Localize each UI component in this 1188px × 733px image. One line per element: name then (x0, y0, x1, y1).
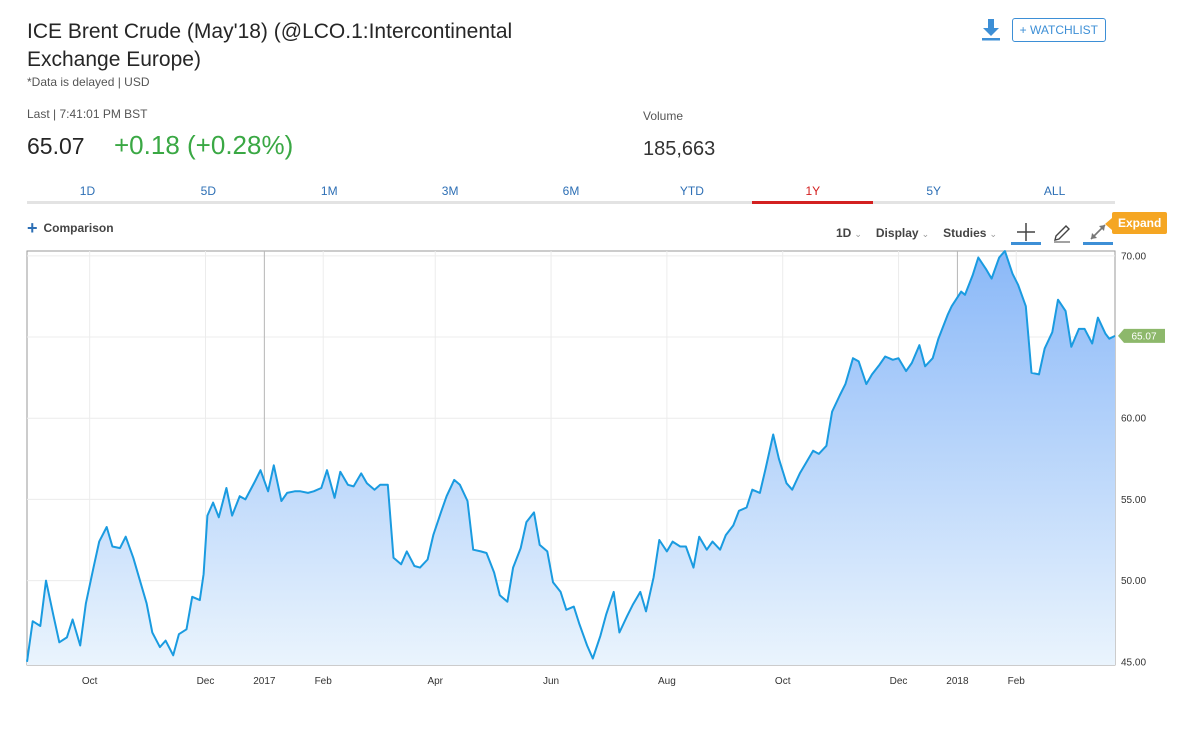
expand-button[interactable]: Expand (1104, 212, 1168, 234)
volume-label: Volume (643, 109, 684, 123)
volume-value: 185,663 (643, 138, 716, 160)
last-price-badge (1118, 328, 1165, 343)
x-tick-label: Jun (543, 676, 559, 687)
last-price: 65.07 (27, 133, 85, 159)
y-tick-label: 70.00 (1121, 251, 1146, 262)
price-line (26, 250, 1116, 662)
x-tick-label: Apr (427, 676, 443, 687)
add-to-watchlist-button[interactable]: + WATCHLIST (1011, 18, 1106, 42)
x-tick-label: Oct (775, 676, 791, 687)
top-actions: + WATCHLIST (980, 17, 1106, 43)
comparison-button[interactable]: + Comparison (27, 218, 114, 238)
expand-arrows-icon (1090, 223, 1106, 240)
page-title: ICE Brent Crude (May'18) (@LCO.1:Interco… (27, 20, 513, 71)
x-tick-label: Dec (197, 676, 215, 687)
range-tab-3m[interactable]: 3M (441, 184, 459, 198)
x-tick-label: 2018 (946, 676, 969, 687)
range-tab-1m[interactable]: 1M (320, 184, 338, 198)
last-price-badge-label: 65.07 (1131, 331, 1156, 342)
y-tick-label: 60.00 (1121, 414, 1146, 425)
download-icon[interactable] (980, 17, 1002, 43)
x-tick-label: Dec (890, 676, 908, 687)
y-tick-label: 45.00 (1121, 657, 1146, 668)
interval-label: 1D (836, 226, 852, 240)
chevron-down-icon: ⌄ (921, 229, 930, 239)
display-label: Display (875, 226, 919, 240)
interval-dropdown[interactable]: 1D ⌄ (836, 226, 862, 240)
studies-dropdown[interactable]: Studies ⌄ (943, 226, 997, 240)
studies-label: Studies (943, 226, 987, 240)
price-chart[interactable]: Oct Dec 2017 Feb Apr Jun Aug Oct Dec 2018 Feb 70.00… (0, 240, 1188, 700)
range-tab-all[interactable]: ALL (1043, 184, 1066, 198)
fullscreen-tool-button[interactable] (1083, 221, 1114, 245)
y-tick-label: 50.00 (1121, 576, 1146, 587)
price-area (27, 251, 1115, 665)
last-trade-label: Last | 7:41:01 PM BST (27, 107, 148, 121)
range-tab-1y[interactable]: 1Y (752, 182, 874, 204)
plus-icon: + (27, 218, 38, 238)
crosshair-tool-button[interactable] (1011, 221, 1042, 245)
crosshair-icon (1017, 222, 1036, 241)
comparison-label: Comparison (43, 221, 114, 235)
y-tick-label: 55.00 (1121, 495, 1146, 506)
display-dropdown[interactable]: Display ⌄ (876, 226, 929, 240)
chevron-down-icon: ⌄ (989, 229, 998, 239)
x-tick-label: Oct (82, 676, 98, 687)
range-tab-5d[interactable]: 5D (200, 184, 216, 198)
x-tick-label: Aug (658, 676, 676, 687)
range-tab-ytd[interactable]: YTD (679, 184, 704, 198)
x-tick-label: Feb (315, 676, 333, 687)
x-tick-label: 2017 (253, 676, 276, 687)
x-tick-label: Feb (1008, 676, 1026, 687)
range-tab-1d[interactable]: 1D (79, 184, 96, 198)
price-change: +0.18 (+0.28%) (114, 130, 294, 160)
time-range-tabs: 1D 5D 1M 3M 6M YTD 1Y 5Y ALL (27, 182, 1115, 204)
range-tab-5y[interactable]: 5Y (926, 184, 942, 198)
chart-toolbar: 1D ⌄ Display ⌄ Studies ⌄ (836, 221, 1114, 245)
range-tab-6m[interactable]: 6M (562, 184, 580, 198)
chevron-down-icon: ⌄ (854, 229, 862, 239)
delayed-note: *Data is delayed | USD (27, 75, 150, 89)
draw-tool-button[interactable] (1047, 221, 1077, 245)
pencil-icon (1054, 225, 1071, 243)
